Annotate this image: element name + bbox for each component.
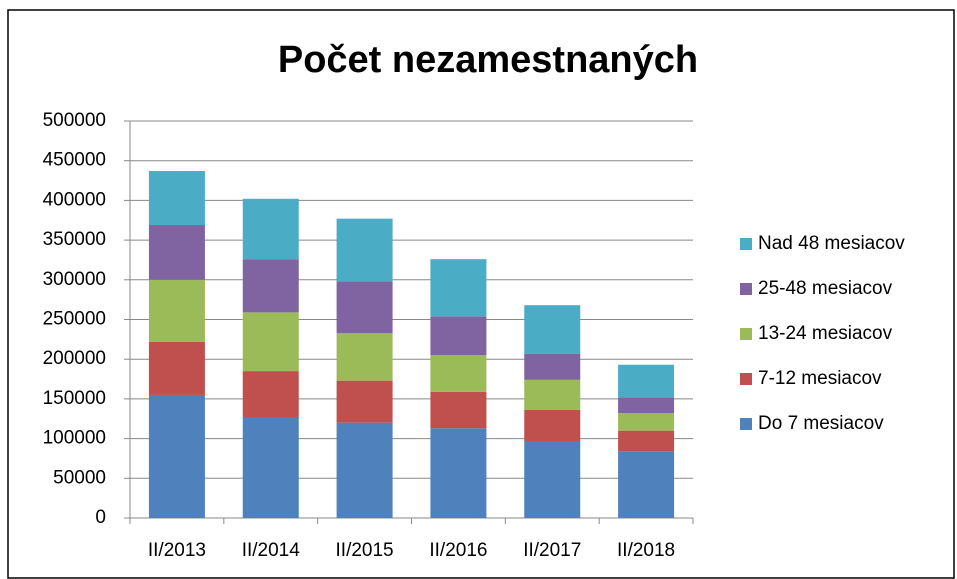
legend-swatch	[740, 418, 752, 430]
bar-segment	[148, 225, 205, 280]
y-tick-label: 500000	[43, 110, 106, 131]
y-tick-label: 450000	[43, 150, 106, 171]
bar-segment	[618, 397, 675, 414]
bar-segment	[148, 341, 205, 395]
bar-segment	[524, 353, 581, 380]
x-tick-label: II/2015	[336, 540, 394, 561]
bar-segment	[336, 218, 393, 282]
x-tick-label: II/2014	[242, 540, 301, 561]
x-tick-label: II/2018	[617, 540, 675, 561]
bar-segment	[336, 380, 393, 423]
legend-swatch	[740, 283, 752, 295]
legend-swatch	[740, 373, 752, 385]
x-tick-label: II/2016	[429, 540, 487, 561]
legend-label: Do 7 mesiacov	[758, 413, 884, 434]
legend-label: 13-24 mesiacov	[758, 323, 893, 344]
y-tick-label: 350000	[43, 229, 106, 250]
bar-segment	[148, 171, 205, 226]
legend-label: Nad 48 mesiacov	[758, 233, 905, 254]
y-tick-label: 200000	[43, 348, 106, 369]
bar-segment	[430, 355, 487, 392]
legend-swatch	[740, 238, 752, 250]
bar-segment	[524, 440, 581, 518]
bar-segment	[148, 394, 205, 518]
y-tick-label: 0	[95, 507, 106, 528]
chart-title: Počet nezamestnaných	[278, 39, 698, 81]
bar-segment	[524, 379, 581, 411]
y-tick-label: 400000	[43, 189, 106, 210]
y-tick-label: 100000	[43, 428, 106, 449]
bar-segment	[618, 430, 675, 452]
y-tick-label: 300000	[43, 269, 106, 290]
bar-segment	[430, 391, 487, 429]
bar-segment	[618, 451, 675, 518]
bar-segment	[242, 417, 299, 518]
bar-segment	[524, 410, 581, 441]
y-tick-label: 150000	[43, 388, 106, 409]
bar-segment	[242, 312, 299, 372]
y-tick-label: 50000	[53, 467, 106, 488]
x-tick-label: II/2017	[523, 540, 581, 561]
bar-segment	[618, 413, 675, 431]
bar-segment	[524, 305, 581, 354]
bar-segment	[430, 428, 487, 518]
bar-segment	[336, 332, 393, 381]
legend-label: 25-48 mesiacov	[758, 278, 893, 299]
bar-segment	[242, 371, 299, 418]
bar-segment	[618, 364, 675, 398]
bar-segment	[430, 259, 487, 317]
bar-segment	[242, 259, 299, 313]
bar-segment	[336, 422, 393, 518]
legend-swatch	[740, 328, 752, 340]
bar-segment	[430, 316, 487, 356]
bar-segment	[336, 281, 393, 333]
x-tick-label: II/2013	[148, 540, 206, 561]
y-tick-label: 250000	[43, 309, 106, 330]
legend-label: 7-12 mesiacov	[758, 368, 882, 389]
bar-segment	[148, 279, 205, 342]
bar-segment	[242, 198, 299, 260]
